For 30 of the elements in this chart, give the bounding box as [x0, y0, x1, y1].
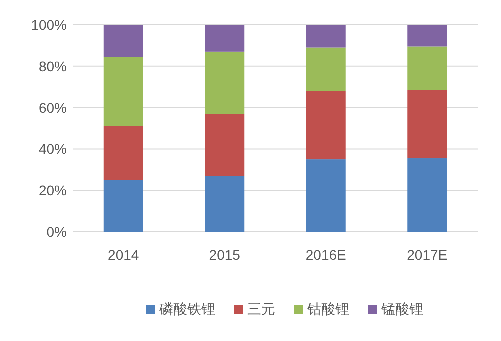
legend-label: 磷酸铁锂 [158, 301, 216, 317]
bar [306, 160, 346, 232]
y-tick-label: 40% [38, 141, 67, 158]
legend-label: 锰酸锂 [380, 301, 424, 317]
bar [306, 48, 346, 92]
y-tick-label: 20% [38, 182, 67, 199]
bar [104, 126, 144, 180]
y-tick-label: 100% [31, 17, 67, 33]
bar [306, 91, 346, 160]
legend-label: 钴酸锂 [306, 301, 350, 317]
bar [408, 90, 448, 159]
x-tick-label: 2016E [306, 247, 346, 263]
bar [104, 25, 144, 58]
bar [104, 57, 144, 126]
legend-label: 三元 [248, 301, 276, 317]
bar [104, 180, 144, 232]
bar [205, 114, 245, 176]
bar [408, 158, 448, 232]
bar [205, 25, 245, 52]
y-tick-label: 0% [46, 224, 67, 240]
y-tick-label: 80% [38, 58, 67, 74]
y-tick-label: 60% [38, 100, 67, 116]
bar [408, 25, 448, 47]
bar [408, 46, 448, 90]
bar [205, 176, 245, 232]
x-tick-label: 2014 [108, 247, 140, 263]
x-tick-label: 2017E [407, 247, 448, 263]
x-tick-label: 2015 [209, 247, 241, 263]
bar [205, 52, 245, 114]
bar [306, 25, 346, 48]
